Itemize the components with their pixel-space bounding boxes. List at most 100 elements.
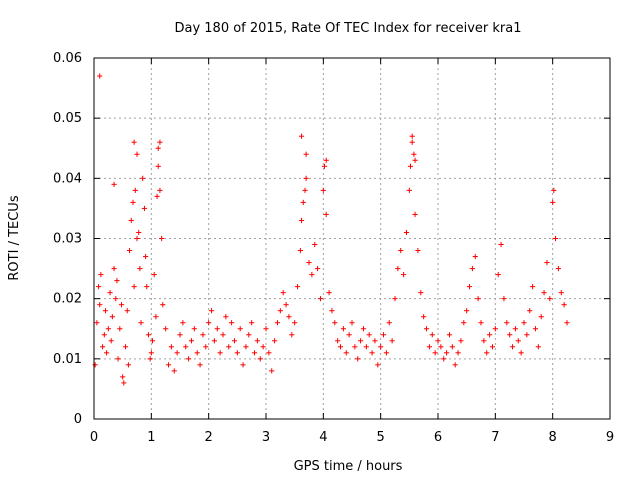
- data-point: [126, 247, 133, 254]
- data-point: [168, 344, 174, 350]
- data-point: [260, 344, 266, 350]
- data-point: [303, 175, 309, 181]
- data-point: [280, 290, 286, 296]
- data-point: [441, 356, 447, 362]
- data-point: [409, 139, 415, 145]
- x-tick-label: 9: [606, 430, 614, 445]
- data-point: [266, 350, 272, 356]
- data-point: [426, 344, 432, 350]
- data-point: [183, 344, 189, 350]
- data-point: [283, 302, 289, 308]
- data-points: [92, 73, 570, 386]
- data-point: [415, 247, 421, 254]
- data-point: [452, 362, 458, 368]
- data-point: [274, 320, 281, 326]
- data-point: [552, 235, 559, 242]
- data-point: [272, 338, 278, 344]
- data-point: [229, 320, 235, 326]
- x-tick-labels: 0 1 2 3 4 5 6 7 8 9: [90, 430, 614, 445]
- data-point: [551, 187, 557, 193]
- data-point: [234, 350, 240, 356]
- data-point: [292, 320, 298, 326]
- data-point: [154, 193, 160, 199]
- data-point: [243, 344, 249, 350]
- x-tick-label: 1: [147, 430, 155, 445]
- data-point: [155, 145, 161, 151]
- data-point: [509, 344, 516, 350]
- data-point: [438, 344, 444, 350]
- data-point: [446, 332, 453, 338]
- data-point: [321, 163, 328, 169]
- data-point: [143, 253, 149, 260]
- data-point: [532, 326, 539, 332]
- data-point: [372, 338, 378, 344]
- data-point: [512, 326, 518, 332]
- data-point: [109, 314, 115, 320]
- data-point: [92, 362, 98, 368]
- data-point: [550, 199, 556, 205]
- data-point: [472, 253, 478, 260]
- data-point: [286, 314, 292, 320]
- data-point: [144, 284, 150, 290]
- data-point: [435, 338, 441, 344]
- data-point: [527, 308, 533, 314]
- data-point: [217, 350, 223, 356]
- data-point: [121, 380, 127, 386]
- data-point: [401, 272, 407, 278]
- data-point: [309, 272, 315, 278]
- data-point: [206, 320, 212, 326]
- data-point: [159, 235, 165, 242]
- data-point: [157, 139, 163, 145]
- data-point: [323, 157, 329, 163]
- data-point: [269, 368, 275, 374]
- data-point: [160, 302, 166, 308]
- data-point: [149, 338, 156, 344]
- data-point: [412, 211, 418, 218]
- data-point: [380, 332, 387, 338]
- data-point: [544, 259, 550, 266]
- data-point: [111, 265, 117, 272]
- data-point: [302, 187, 308, 193]
- data-point: [237, 326, 243, 332]
- data-point: [541, 290, 547, 296]
- data-point: [535, 344, 541, 350]
- data-point: [298, 217, 305, 224]
- data-point: [326, 290, 332, 296]
- data-point: [220, 332, 226, 338]
- data-point: [332, 320, 338, 326]
- data-point: [421, 314, 427, 320]
- data-point: [231, 338, 238, 344]
- data-point: [518, 350, 524, 356]
- data-point: [131, 139, 137, 145]
- data-point: [118, 302, 125, 308]
- data-point: [375, 362, 381, 368]
- data-point: [352, 344, 358, 350]
- x-tick-label: 5: [377, 430, 385, 445]
- y-tick-label: 0.06: [53, 51, 82, 66]
- data-point: [132, 187, 138, 193]
- y-tick-labels: 0 0.01 0.02 0.03 0.04 0.05 0.06: [53, 51, 82, 427]
- data-point: [188, 338, 195, 344]
- data-point: [360, 326, 367, 332]
- data-point: [107, 290, 113, 296]
- data-point: [200, 332, 206, 338]
- data-point: [340, 326, 346, 332]
- x-tick-label: 6: [434, 430, 442, 445]
- data-point: [194, 350, 200, 356]
- data-point: [125, 362, 131, 368]
- data-point: [277, 308, 283, 314]
- data-point: [197, 362, 203, 368]
- data-point: [263, 326, 269, 332]
- data-point: [343, 350, 349, 356]
- data-point: [355, 356, 361, 362]
- data-point: [489, 344, 496, 350]
- chart-title: Day 180 of 2015, Rate Of TEC Index for r…: [174, 21, 521, 36]
- data-point: [151, 272, 157, 278]
- plot-frame: [93, 57, 611, 420]
- data-point: [484, 350, 490, 356]
- data-point: [211, 338, 217, 344]
- data-point: [395, 265, 401, 272]
- data-point: [289, 332, 295, 338]
- data-point: [226, 344, 232, 350]
